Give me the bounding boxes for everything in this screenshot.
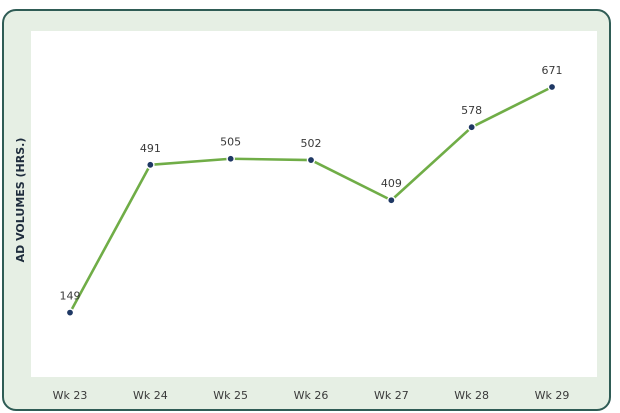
x-tick-label: Wk 26 [294,389,329,402]
line-segment [390,125,473,202]
drop-lines [69,87,553,377]
plot-area [31,31,597,377]
x-tick-label: Wk 25 [213,389,248,402]
x-tick-label: Wk 24 [133,389,168,402]
data-point [467,122,476,132]
data-label: 149 [60,290,81,303]
line-segment [149,157,232,167]
data-label: 491 [140,142,161,155]
x-tick-labels: Wk 23 Wk 24 Wk 25 Wk 26 Wk 27 Wk 28 Wk 29 [53,389,570,402]
data-label: 505 [220,136,241,149]
data-point [226,154,235,164]
data-point [387,195,396,205]
data-label: 502 [301,137,322,150]
line-segment [229,157,313,162]
data-point [547,82,557,92]
x-tick-label: Wk 28 [454,389,489,402]
data-label: 671 [542,64,563,77]
x-tick-label: Wk 23 [53,389,88,402]
y-axis-label: AD VOLUMES (HRS.) [14,138,27,263]
data-label: 578 [461,104,482,117]
x-tick-label: Wk 27 [374,389,409,402]
line-segment [68,163,152,314]
data-label: 409 [381,177,402,190]
data-point [65,308,75,317]
data-labels: 149 491 505 502 409 578 671 [60,64,563,303]
data-point [146,160,155,170]
data-point [306,155,316,165]
line-segment [309,158,393,202]
line-segment [470,85,554,129]
x-tick-label: Wk 29 [535,389,570,402]
markers [65,82,557,317]
series-line [68,85,554,314]
